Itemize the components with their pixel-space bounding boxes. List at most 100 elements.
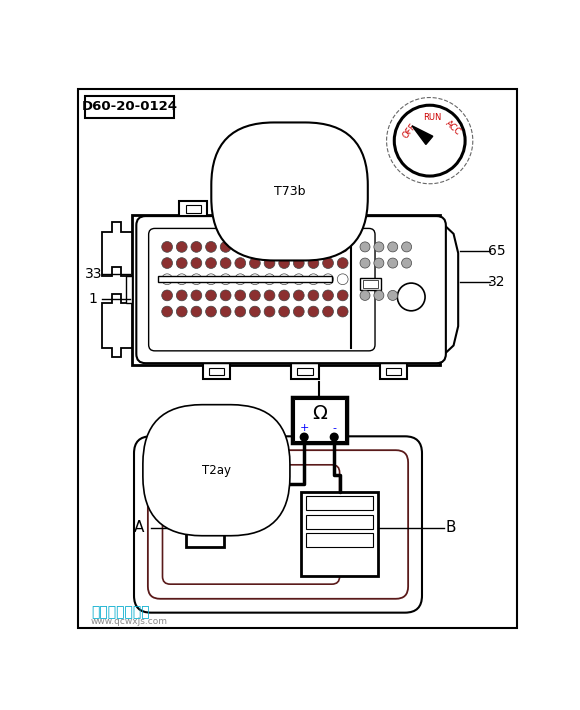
Circle shape <box>374 290 384 300</box>
Circle shape <box>308 306 319 317</box>
Circle shape <box>191 306 202 317</box>
Text: 65: 65 <box>488 244 506 258</box>
Circle shape <box>162 241 172 252</box>
Bar <box>306 533 374 547</box>
Circle shape <box>220 306 231 317</box>
Text: T73b: T73b <box>274 185 305 198</box>
Circle shape <box>235 290 246 301</box>
Circle shape <box>162 290 172 301</box>
Circle shape <box>279 258 289 268</box>
Circle shape <box>176 241 187 252</box>
Circle shape <box>162 258 172 268</box>
Polygon shape <box>440 221 458 359</box>
Circle shape <box>264 290 275 301</box>
Bar <box>85 96 174 118</box>
Circle shape <box>264 306 275 317</box>
Circle shape <box>176 290 187 301</box>
Circle shape <box>279 306 289 317</box>
Circle shape <box>264 274 275 285</box>
Circle shape <box>322 241 333 252</box>
Circle shape <box>308 258 319 268</box>
Circle shape <box>308 274 319 285</box>
Circle shape <box>322 274 333 285</box>
Bar <box>186 205 201 213</box>
Bar <box>132 214 440 365</box>
Circle shape <box>308 241 319 252</box>
Bar <box>291 364 319 378</box>
Circle shape <box>176 274 187 285</box>
Circle shape <box>338 306 348 317</box>
Circle shape <box>293 274 304 285</box>
Circle shape <box>387 258 398 268</box>
Circle shape <box>338 258 348 268</box>
Bar <box>158 276 332 283</box>
Text: 33: 33 <box>85 267 102 281</box>
Text: OFF: OFF <box>401 122 418 141</box>
Circle shape <box>387 242 398 252</box>
Circle shape <box>293 241 304 252</box>
Bar <box>338 201 365 216</box>
Circle shape <box>279 290 289 301</box>
Circle shape <box>397 283 425 311</box>
Circle shape <box>308 290 319 301</box>
Circle shape <box>338 274 348 285</box>
Circle shape <box>235 306 246 317</box>
Text: 32: 32 <box>488 275 505 288</box>
Bar <box>179 201 207 216</box>
Bar <box>360 278 381 290</box>
Circle shape <box>249 241 260 252</box>
Circle shape <box>249 258 260 268</box>
Circle shape <box>279 241 289 252</box>
Bar <box>186 501 224 547</box>
Text: Ω: Ω <box>312 405 327 423</box>
Circle shape <box>220 274 231 285</box>
Circle shape <box>360 258 370 268</box>
Text: +: + <box>299 423 309 433</box>
Bar <box>362 280 378 288</box>
Bar <box>202 364 230 378</box>
Circle shape <box>360 290 370 300</box>
Text: RUN: RUN <box>423 113 442 122</box>
Bar <box>301 492 378 577</box>
Bar <box>158 275 366 283</box>
Polygon shape <box>103 222 132 276</box>
Circle shape <box>401 258 412 268</box>
Circle shape <box>249 290 260 301</box>
FancyBboxPatch shape <box>162 465 340 584</box>
Circle shape <box>360 242 370 252</box>
Circle shape <box>374 258 384 268</box>
Bar <box>386 368 401 376</box>
Text: 1: 1 <box>89 293 97 306</box>
Circle shape <box>206 306 216 317</box>
Circle shape <box>235 274 246 285</box>
Text: www.qcwxjs.com: www.qcwxjs.com <box>91 618 168 626</box>
Text: ACC: ACC <box>443 119 462 138</box>
Bar <box>306 515 374 529</box>
Text: B: B <box>446 520 456 535</box>
Circle shape <box>338 290 348 301</box>
Circle shape <box>264 258 275 268</box>
Circle shape <box>264 241 275 252</box>
Circle shape <box>191 258 202 268</box>
Circle shape <box>235 258 246 268</box>
Circle shape <box>191 241 202 252</box>
Circle shape <box>206 241 216 252</box>
Bar <box>209 368 224 376</box>
Circle shape <box>235 241 246 252</box>
Circle shape <box>176 306 187 317</box>
Circle shape <box>338 241 348 252</box>
Bar <box>306 496 374 510</box>
Circle shape <box>322 258 333 268</box>
Circle shape <box>279 274 289 285</box>
Text: D60-20-0124: D60-20-0124 <box>81 100 177 114</box>
FancyBboxPatch shape <box>134 437 422 613</box>
Circle shape <box>331 433 338 441</box>
Circle shape <box>394 105 465 176</box>
FancyBboxPatch shape <box>148 229 375 351</box>
Bar <box>256 201 284 216</box>
Polygon shape <box>103 294 132 357</box>
FancyBboxPatch shape <box>148 450 408 599</box>
Circle shape <box>176 258 187 268</box>
Circle shape <box>162 306 172 317</box>
Text: A: A <box>134 520 144 535</box>
